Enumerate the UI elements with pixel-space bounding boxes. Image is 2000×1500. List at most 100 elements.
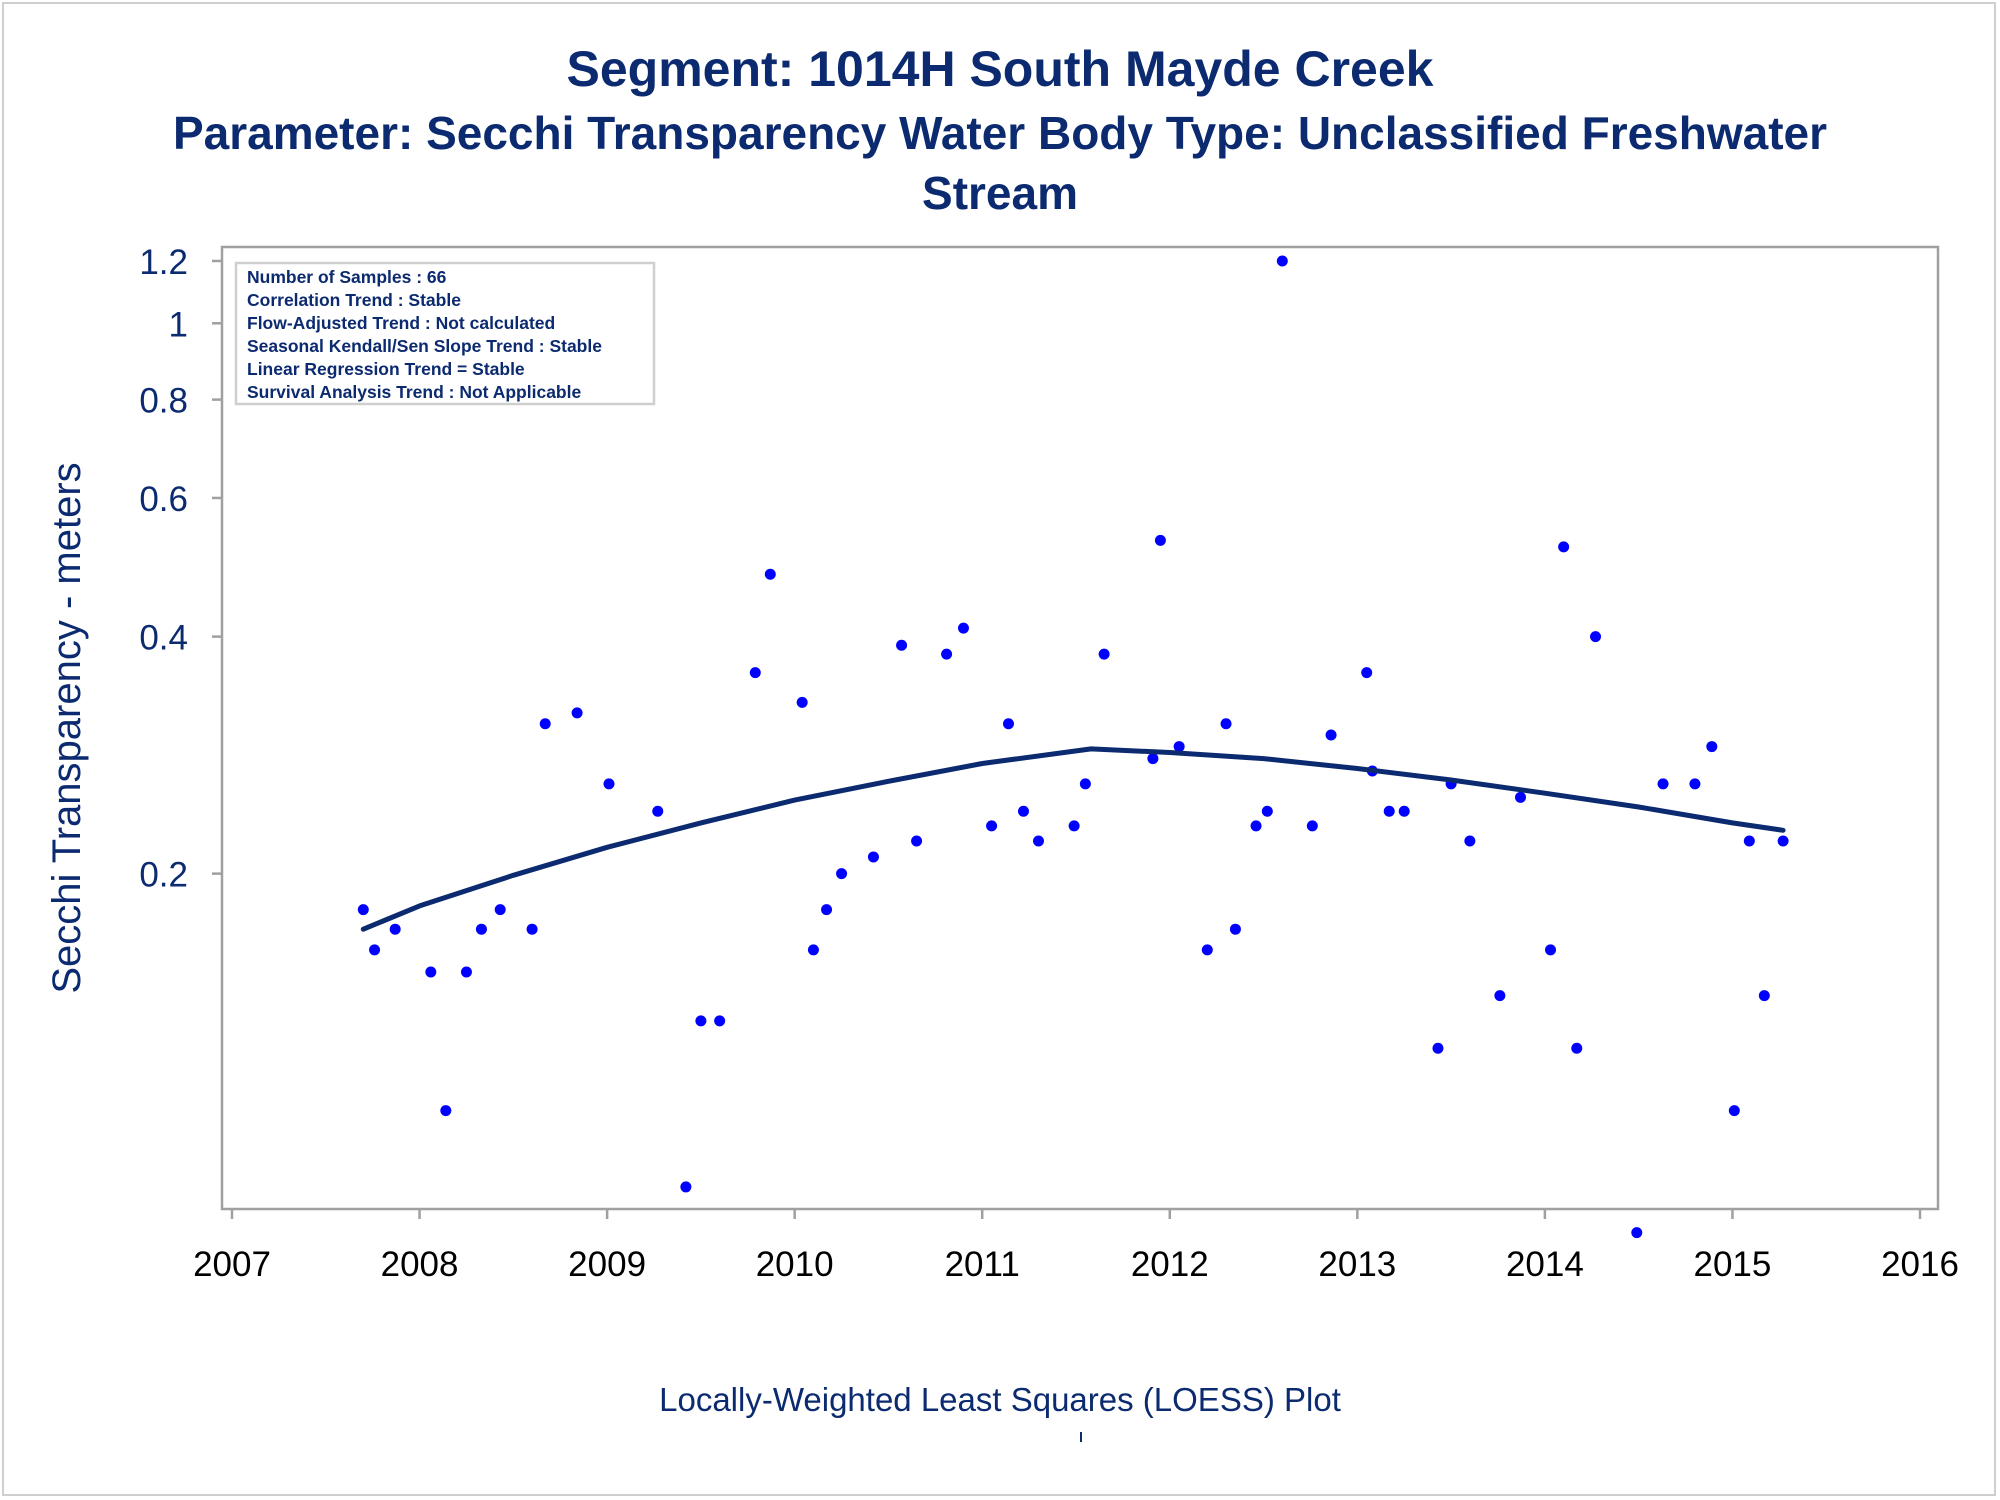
- data-point: [1464, 835, 1476, 847]
- data-point: [1173, 741, 1185, 753]
- x-tick-label: 2013: [1318, 1245, 1396, 1284]
- data-point: [986, 820, 998, 832]
- data-point: [1079, 778, 1091, 790]
- data-point: [1306, 820, 1318, 832]
- data-point: [1276, 255, 1288, 267]
- y-axis-label: Secchi Transparency - meters: [45, 462, 89, 993]
- y-tick-label: 0.2: [139, 856, 188, 895]
- data-point: [571, 707, 583, 719]
- chart-subtitle-line-1: Parameter: Secchi Transparency Water Bod…: [172, 107, 1828, 159]
- y-axis: 0.2 0.4 0.6 0.8 1 1.2: [139, 243, 222, 895]
- data-point: [1229, 923, 1241, 935]
- data-point: [749, 667, 761, 679]
- x-tick-label: 2007: [193, 1245, 271, 1284]
- data-point: [680, 1181, 692, 1193]
- data-point: [652, 805, 664, 817]
- data-point: [460, 966, 472, 978]
- data-point: [389, 923, 401, 935]
- loess-line-path: [360, 746, 1786, 932]
- data-point: [1571, 1042, 1583, 1054]
- data-point: [1383, 805, 1395, 817]
- data-point: [1017, 805, 1029, 817]
- info-box-line: Number of Samples : 66: [247, 267, 447, 287]
- data-point: [1201, 944, 1213, 956]
- y-tick-label: 0.6: [139, 480, 188, 519]
- data-point: [1220, 718, 1232, 730]
- data-point: [941, 648, 953, 660]
- data-point: [1706, 741, 1718, 753]
- y-tick-label: 1: [169, 305, 188, 344]
- data-point: [425, 966, 437, 978]
- y-tick-label: 0.8: [139, 382, 188, 421]
- data-point: [1743, 835, 1755, 847]
- info-box-line: Linear Regression Trend = Stable: [247, 359, 525, 379]
- x-axis: 2007 2008 2009 2010 2011 2012 2013 2014 2015 2016: [193, 1209, 1959, 1284]
- info-box: Number of Samples : 66 Correlation Trend …: [234, 261, 656, 406]
- data-point: [526, 923, 538, 935]
- data-point: [1398, 805, 1410, 817]
- data-point: [764, 568, 776, 580]
- data-point: [1728, 1105, 1740, 1117]
- data-point: [1098, 648, 1110, 660]
- data-points: [357, 255, 1789, 1239]
- data-point: [1758, 990, 1770, 1002]
- data-point: [1250, 820, 1262, 832]
- data-point: [1515, 791, 1527, 803]
- data-point: [867, 851, 879, 863]
- x-tick-label: 2016: [1881, 1245, 1959, 1284]
- data-point: [494, 904, 506, 916]
- data-point: [821, 904, 833, 916]
- data-point: [1657, 778, 1669, 790]
- info-box-line: Flow-Adjusted Trend : Not calculated: [247, 313, 555, 333]
- x-tick-label: 2008: [381, 1245, 459, 1284]
- chart-title: Segment: 1014H South Mayde Creek: [566, 41, 1434, 97]
- data-point: [1689, 778, 1701, 790]
- data-point: [1631, 1227, 1643, 1239]
- data-point: [957, 622, 969, 634]
- data-point: [796, 696, 808, 708]
- data-point: [1154, 534, 1166, 546]
- data-point: [1261, 805, 1273, 817]
- loess-curve: [360, 746, 1786, 932]
- data-point: [1777, 835, 1789, 847]
- info-box-line: Seasonal Kendall/Sen Slope Trend : Stabl…: [247, 336, 602, 356]
- data-point: [896, 639, 908, 651]
- data-point: [695, 1015, 707, 1027]
- data-point: [440, 1105, 452, 1117]
- data-point: [1068, 820, 1080, 832]
- data-point: [1032, 835, 1044, 847]
- x-tick-label: 2011: [945, 1245, 1020, 1284]
- data-point: [1558, 541, 1570, 553]
- x-tick-label: 2015: [1694, 1245, 1772, 1284]
- data-point: [1494, 990, 1506, 1002]
- data-point: [836, 868, 848, 880]
- data-point: [369, 944, 381, 956]
- y-tick-label: 1.2: [139, 243, 188, 282]
- data-point: [807, 944, 819, 956]
- chart-subtitle-line-2: Stream: [922, 167, 1078, 219]
- plot-frame: [220, 245, 1940, 1211]
- data-point: [603, 778, 615, 790]
- info-box-border: [234, 261, 656, 406]
- footnote: Locally-Weighted Least Squares (LOESS) P…: [659, 1381, 1341, 1418]
- info-box-line: Survival Analysis Trend : Not Applicable: [247, 382, 581, 402]
- data-point: [1002, 718, 1014, 730]
- footnote-tickmark: [1080, 1432, 1082, 1442]
- data-point: [539, 718, 551, 730]
- data-point: [357, 904, 369, 916]
- data-point: [1361, 667, 1373, 679]
- x-tick-label: 2010: [756, 1245, 834, 1284]
- x-tick-label: 2014: [1506, 1245, 1584, 1284]
- info-box-line: Correlation Trend : Stable: [247, 290, 461, 310]
- data-point: [911, 835, 923, 847]
- data-point: [1147, 753, 1159, 765]
- data-point: [1545, 944, 1557, 956]
- x-tick-label: 2012: [1131, 1245, 1209, 1284]
- data-point: [1432, 1042, 1444, 1054]
- data-point: [1325, 729, 1337, 741]
- x-tick-label: 2009: [568, 1245, 646, 1284]
- data-point: [714, 1015, 726, 1027]
- y-tick-label: 0.4: [139, 619, 188, 658]
